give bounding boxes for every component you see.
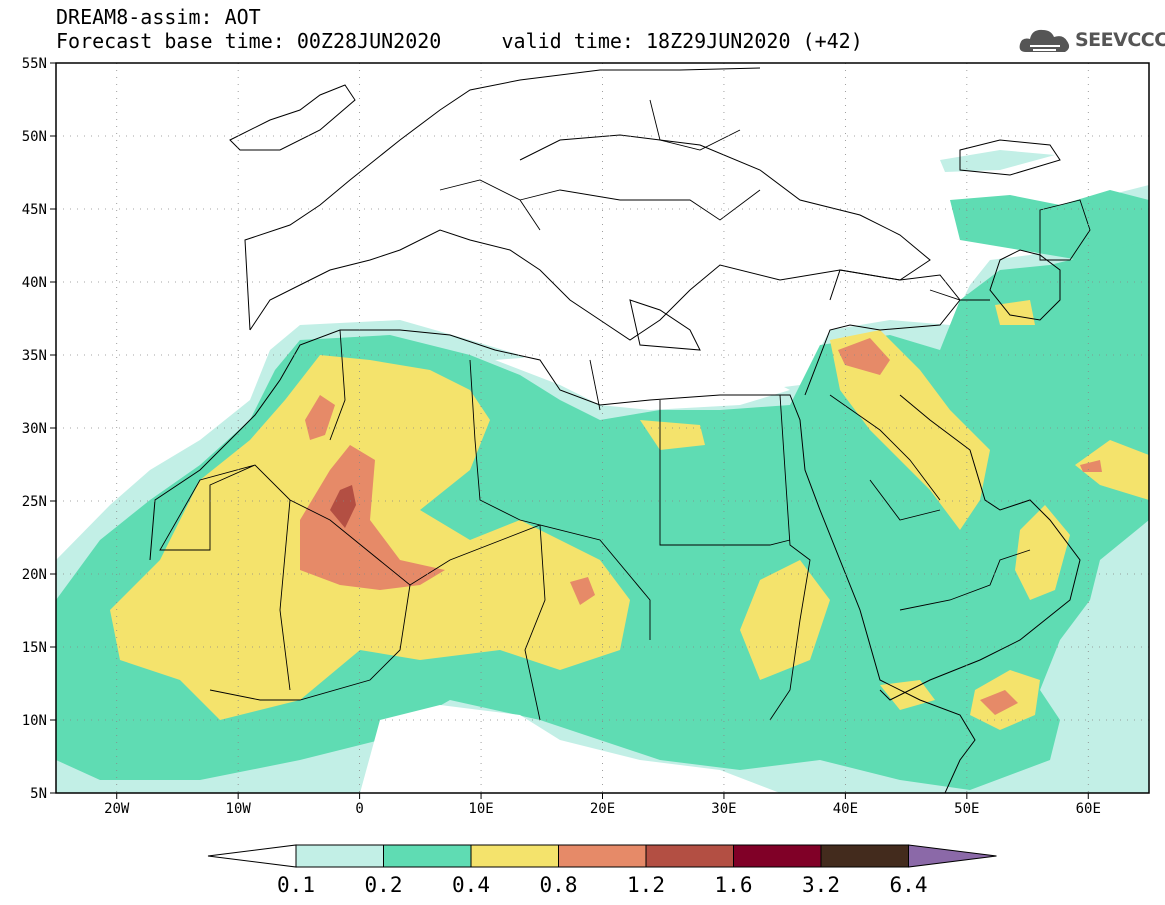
lon-tick-label: 0 <box>355 801 363 817</box>
country-borders <box>159 99 1091 721</box>
colorbar-segment <box>558 844 647 868</box>
colorbar-segment <box>733 844 822 868</box>
aot-level-0.8 <box>300 445 445 590</box>
cloud-icon <box>1019 29 1070 52</box>
colorbar-segment <box>645 844 734 868</box>
aot-level-0.2 <box>950 190 1149 260</box>
aot-level-1.2 <box>330 485 356 528</box>
lat-tick-label: 30N <box>22 421 47 437</box>
aot-level-0.4 <box>830 330 990 530</box>
colorbar-label: 0.2 <box>365 873 403 897</box>
aot-below-0.1 <box>360 705 780 793</box>
longitude-labels: 20W 10W 0 10E 20E 30E 40E 50E 60E <box>104 793 1101 817</box>
graticule <box>56 63 1149 793</box>
aot-below-0.1 <box>495 355 790 410</box>
lon-tick-label: 10W <box>226 801 252 817</box>
lat-tick-label: 45N <box>22 202 47 218</box>
map-title: DREAM8-assim: AOT <box>56 5 261 29</box>
aot-level-0.8 <box>305 395 335 440</box>
lat-tick-label: 10N <box>22 713 47 729</box>
aot-level-0.1 <box>940 150 1055 172</box>
colorbar-segment <box>820 844 909 868</box>
latitude-labels: 5N 10N 15N 20N 25N 30N 35N 40N 45N 50N 55N <box>22 56 56 802</box>
seevccc-logo: SEEVCCC <box>1018 22 1165 58</box>
colorbar-under-triangle <box>207 844 297 868</box>
lat-tick-label: 25N <box>22 494 47 510</box>
colorbar-label: 1.6 <box>715 873 753 897</box>
lon-tick-label: 60E <box>1076 801 1101 817</box>
aot-level-0.4 <box>1075 440 1149 500</box>
aot-level-0.8 <box>838 338 890 375</box>
colorbar-label: 1.2 <box>627 873 665 897</box>
logo-text: SEEVCCC <box>1075 29 1165 51</box>
aot-level-0.4 <box>880 680 935 710</box>
lon-tick-label: 10E <box>468 801 493 817</box>
lat-tick-label: 50N <box>22 129 47 145</box>
lat-tick-label: 15N <box>22 640 47 656</box>
aot-level-0.4 <box>740 560 830 680</box>
lat-tick-label: 35N <box>22 348 47 364</box>
coastlines <box>149 67 1081 793</box>
lat-tick-label: 40N <box>22 275 47 291</box>
forecast-time-info: Forecast base time: 00Z28JUN2020 valid t… <box>56 29 863 53</box>
lon-tick-label: 20E <box>590 801 615 817</box>
colorbar-label: 3.2 <box>802 873 840 897</box>
colorbar-segment <box>470 844 559 868</box>
colorbar-label: 0.1 <box>277 873 315 897</box>
lon-tick-label: 30E <box>711 801 736 817</box>
aot-level-0.8 <box>980 690 1018 715</box>
lat-tick-label: 20N <box>22 567 47 583</box>
lon-tick-label: 20W <box>104 801 130 817</box>
lon-tick-label: 50E <box>954 801 979 817</box>
colorbar-segment <box>383 844 472 868</box>
colorbar-segment <box>295 844 384 868</box>
lat-tick-label: 5N <box>30 786 47 802</box>
colorbar-over-triangle <box>908 844 997 868</box>
colorbar-label: 0.4 <box>452 873 490 897</box>
lon-tick-label: 40E <box>833 801 858 817</box>
aot-level-0.8 <box>1080 460 1102 472</box>
colorbar-label: 0.8 <box>540 873 578 897</box>
lat-tick-label: 55N <box>22 56 47 72</box>
aot-level-0.4 <box>640 420 705 450</box>
colorbar-legend: 0.1 0.2 0.4 0.8 1.2 1.6 3.2 6.4 <box>207 844 997 897</box>
aot-level-0.4 <box>995 300 1035 325</box>
aot-level-0.8 <box>570 577 595 605</box>
colorbar-label: 6.4 <box>890 873 928 897</box>
